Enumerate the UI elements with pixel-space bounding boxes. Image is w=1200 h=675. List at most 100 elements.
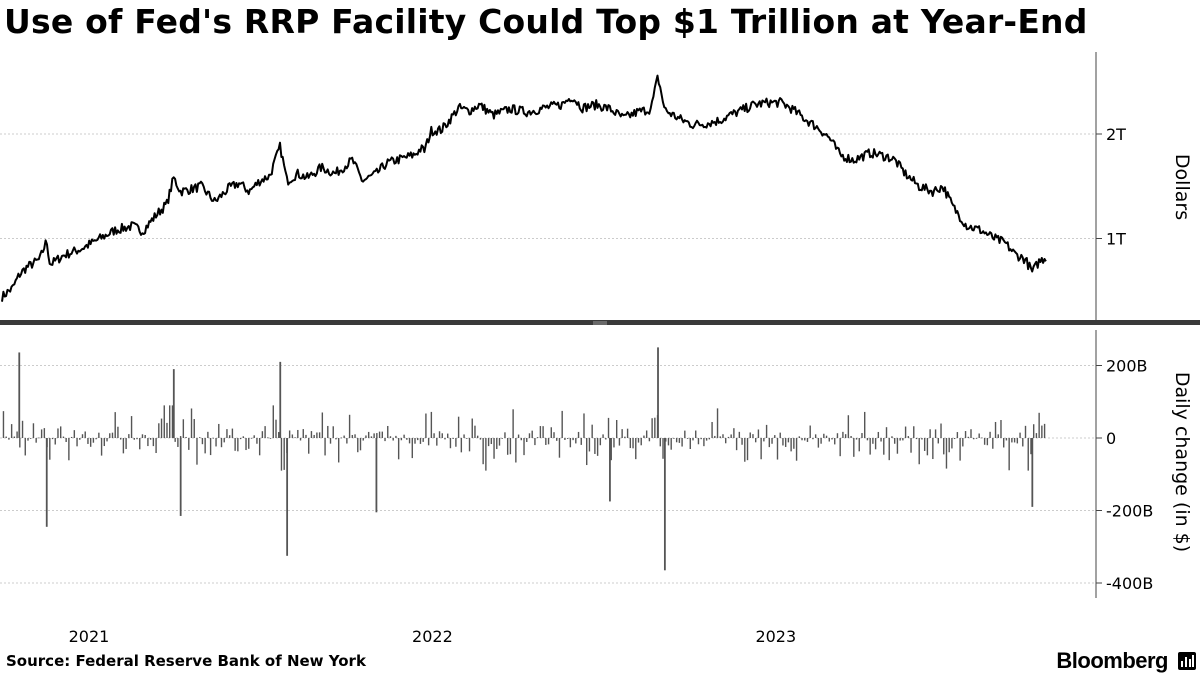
daily-change-bar: [735, 438, 738, 451]
ytick-label: -400B: [1106, 574, 1153, 593]
daily-change-bar: [1019, 432, 1021, 438]
daily-change-bar: [130, 416, 133, 438]
ytick-label: 200B: [1106, 357, 1148, 376]
daily-change-bar: [258, 438, 261, 456]
daily-change-bar: [155, 438, 157, 454]
daily-change-bar: [387, 425, 389, 438]
daily-change-bar: [283, 438, 285, 470]
daily-change-bar: [35, 438, 37, 443]
daily-change-bar: [411, 438, 413, 459]
daily-change-bar: [193, 419, 195, 438]
daily-change-bar: [615, 420, 618, 438]
daily-change-bar: [324, 438, 326, 456]
daily-change-bar: [245, 438, 247, 451]
daily-change-bar: [19, 438, 21, 448]
daily-change-bar: [179, 436, 182, 438]
daily-change-bar: [760, 438, 762, 460]
daily-change-bar: [962, 438, 964, 447]
daily-change-bar: [629, 438, 632, 449]
daily-change-bar: [267, 437, 269, 439]
daily-change-bar: [577, 431, 580, 438]
daily-change-bar: [21, 420, 24, 438]
daily-change-bar: [179, 438, 182, 516]
panel-divider[interactable]: [0, 320, 1200, 325]
daily-change-bar: [733, 428, 735, 438]
daily-change-bar: [362, 438, 364, 441]
daily-change-bar: [207, 431, 209, 438]
daily-change-bar: [305, 434, 307, 438]
daily-change-bar: [226, 429, 228, 438]
daily-change-bar: [932, 438, 934, 460]
daily-change-bar: [463, 434, 465, 438]
daily-change-bar: [1032, 424, 1035, 438]
daily-change-bar: [408, 438, 411, 444]
daily-change-bar: [447, 433, 449, 438]
daily-change-bar: [959, 438, 961, 461]
daily-change-bar: [814, 434, 817, 438]
daily-change-bar: [523, 438, 525, 456]
daily-change-bar: [801, 438, 803, 441]
daily-change-bar: [171, 405, 174, 438]
daily-change-bar: [607, 417, 610, 438]
daily-change-bar: [84, 431, 86, 438]
daily-change-bar: [501, 438, 503, 439]
daily-change-bar: [588, 438, 591, 452]
daily-change-bar: [659, 438, 661, 447]
daily-change-bar: [430, 411, 433, 438]
daily-change-bar: [215, 438, 217, 447]
daily-change-bar: [190, 408, 193, 438]
daily-change-bar: [340, 437, 343, 439]
daily-change-bar: [27, 438, 29, 441]
daily-change-bar: [351, 434, 354, 438]
daily-change-bar: [599, 438, 602, 446]
daily-change-bar: [697, 438, 700, 445]
daily-change-bar: [844, 434, 847, 438]
daily-change-bar: [550, 427, 552, 438]
daily-change-bar: [512, 409, 514, 438]
daily-change-bar: [441, 433, 443, 438]
daily-change-bar: [684, 430, 686, 438]
daily-change-bar: [30, 438, 32, 439]
daily-change-bar: [678, 438, 681, 443]
daily-change-bar: [921, 438, 923, 440]
daily-change-bar: [640, 438, 642, 446]
daily-change-bar: [111, 432, 114, 438]
daily-change-bar: [335, 438, 337, 440]
daily-change-bar: [934, 429, 937, 438]
ytick-label: -200B: [1106, 502, 1153, 521]
daily-change-bar: [714, 435, 716, 438]
daily-change-bar: [419, 438, 422, 444]
daily-change-bar: [133, 438, 135, 440]
daily-change-bar: [779, 432, 781, 438]
y-axis-label: Daily change (in $): [1171, 372, 1193, 552]
daily-change-bar: [313, 434, 315, 438]
daily-change-bar: [580, 438, 582, 445]
daily-change-bar: [482, 438, 484, 465]
daily-change-bar: [286, 438, 289, 556]
daily-change-bar: [291, 434, 294, 438]
daily-change-bar: [635, 438, 637, 460]
daily-change-bar: [278, 432, 280, 438]
daily-change-bar: [54, 438, 56, 445]
daily-change-bar: [926, 438, 929, 456]
daily-change-bar: [610, 438, 612, 461]
daily-change-bar: [566, 438, 569, 439]
daily-change-bar: [989, 431, 991, 438]
daily-change-bar: [79, 438, 81, 440]
daily-change-bar: [310, 431, 313, 438]
daily-change-bar: [128, 434, 130, 438]
daily-change-bar: [261, 431, 264, 438]
daily-change-bar: [479, 438, 482, 440]
daily-change-bar: [654, 417, 656, 438]
daily-change-bar: [417, 438, 419, 441]
daily-change-bar: [106, 438, 108, 442]
daily-change-bar: [542, 426, 544, 438]
daily-change-bar: [109, 433, 111, 438]
xtick-label: 2022: [412, 627, 453, 646]
daily-change-bar: [727, 436, 730, 438]
bloomberg-terminal-icon: [1178, 652, 1196, 670]
daily-change-bar: [318, 432, 321, 438]
daily-change-bar: [218, 423, 220, 438]
daily-change-bar: [1003, 438, 1005, 448]
daily-change-bar: [536, 437, 539, 438]
